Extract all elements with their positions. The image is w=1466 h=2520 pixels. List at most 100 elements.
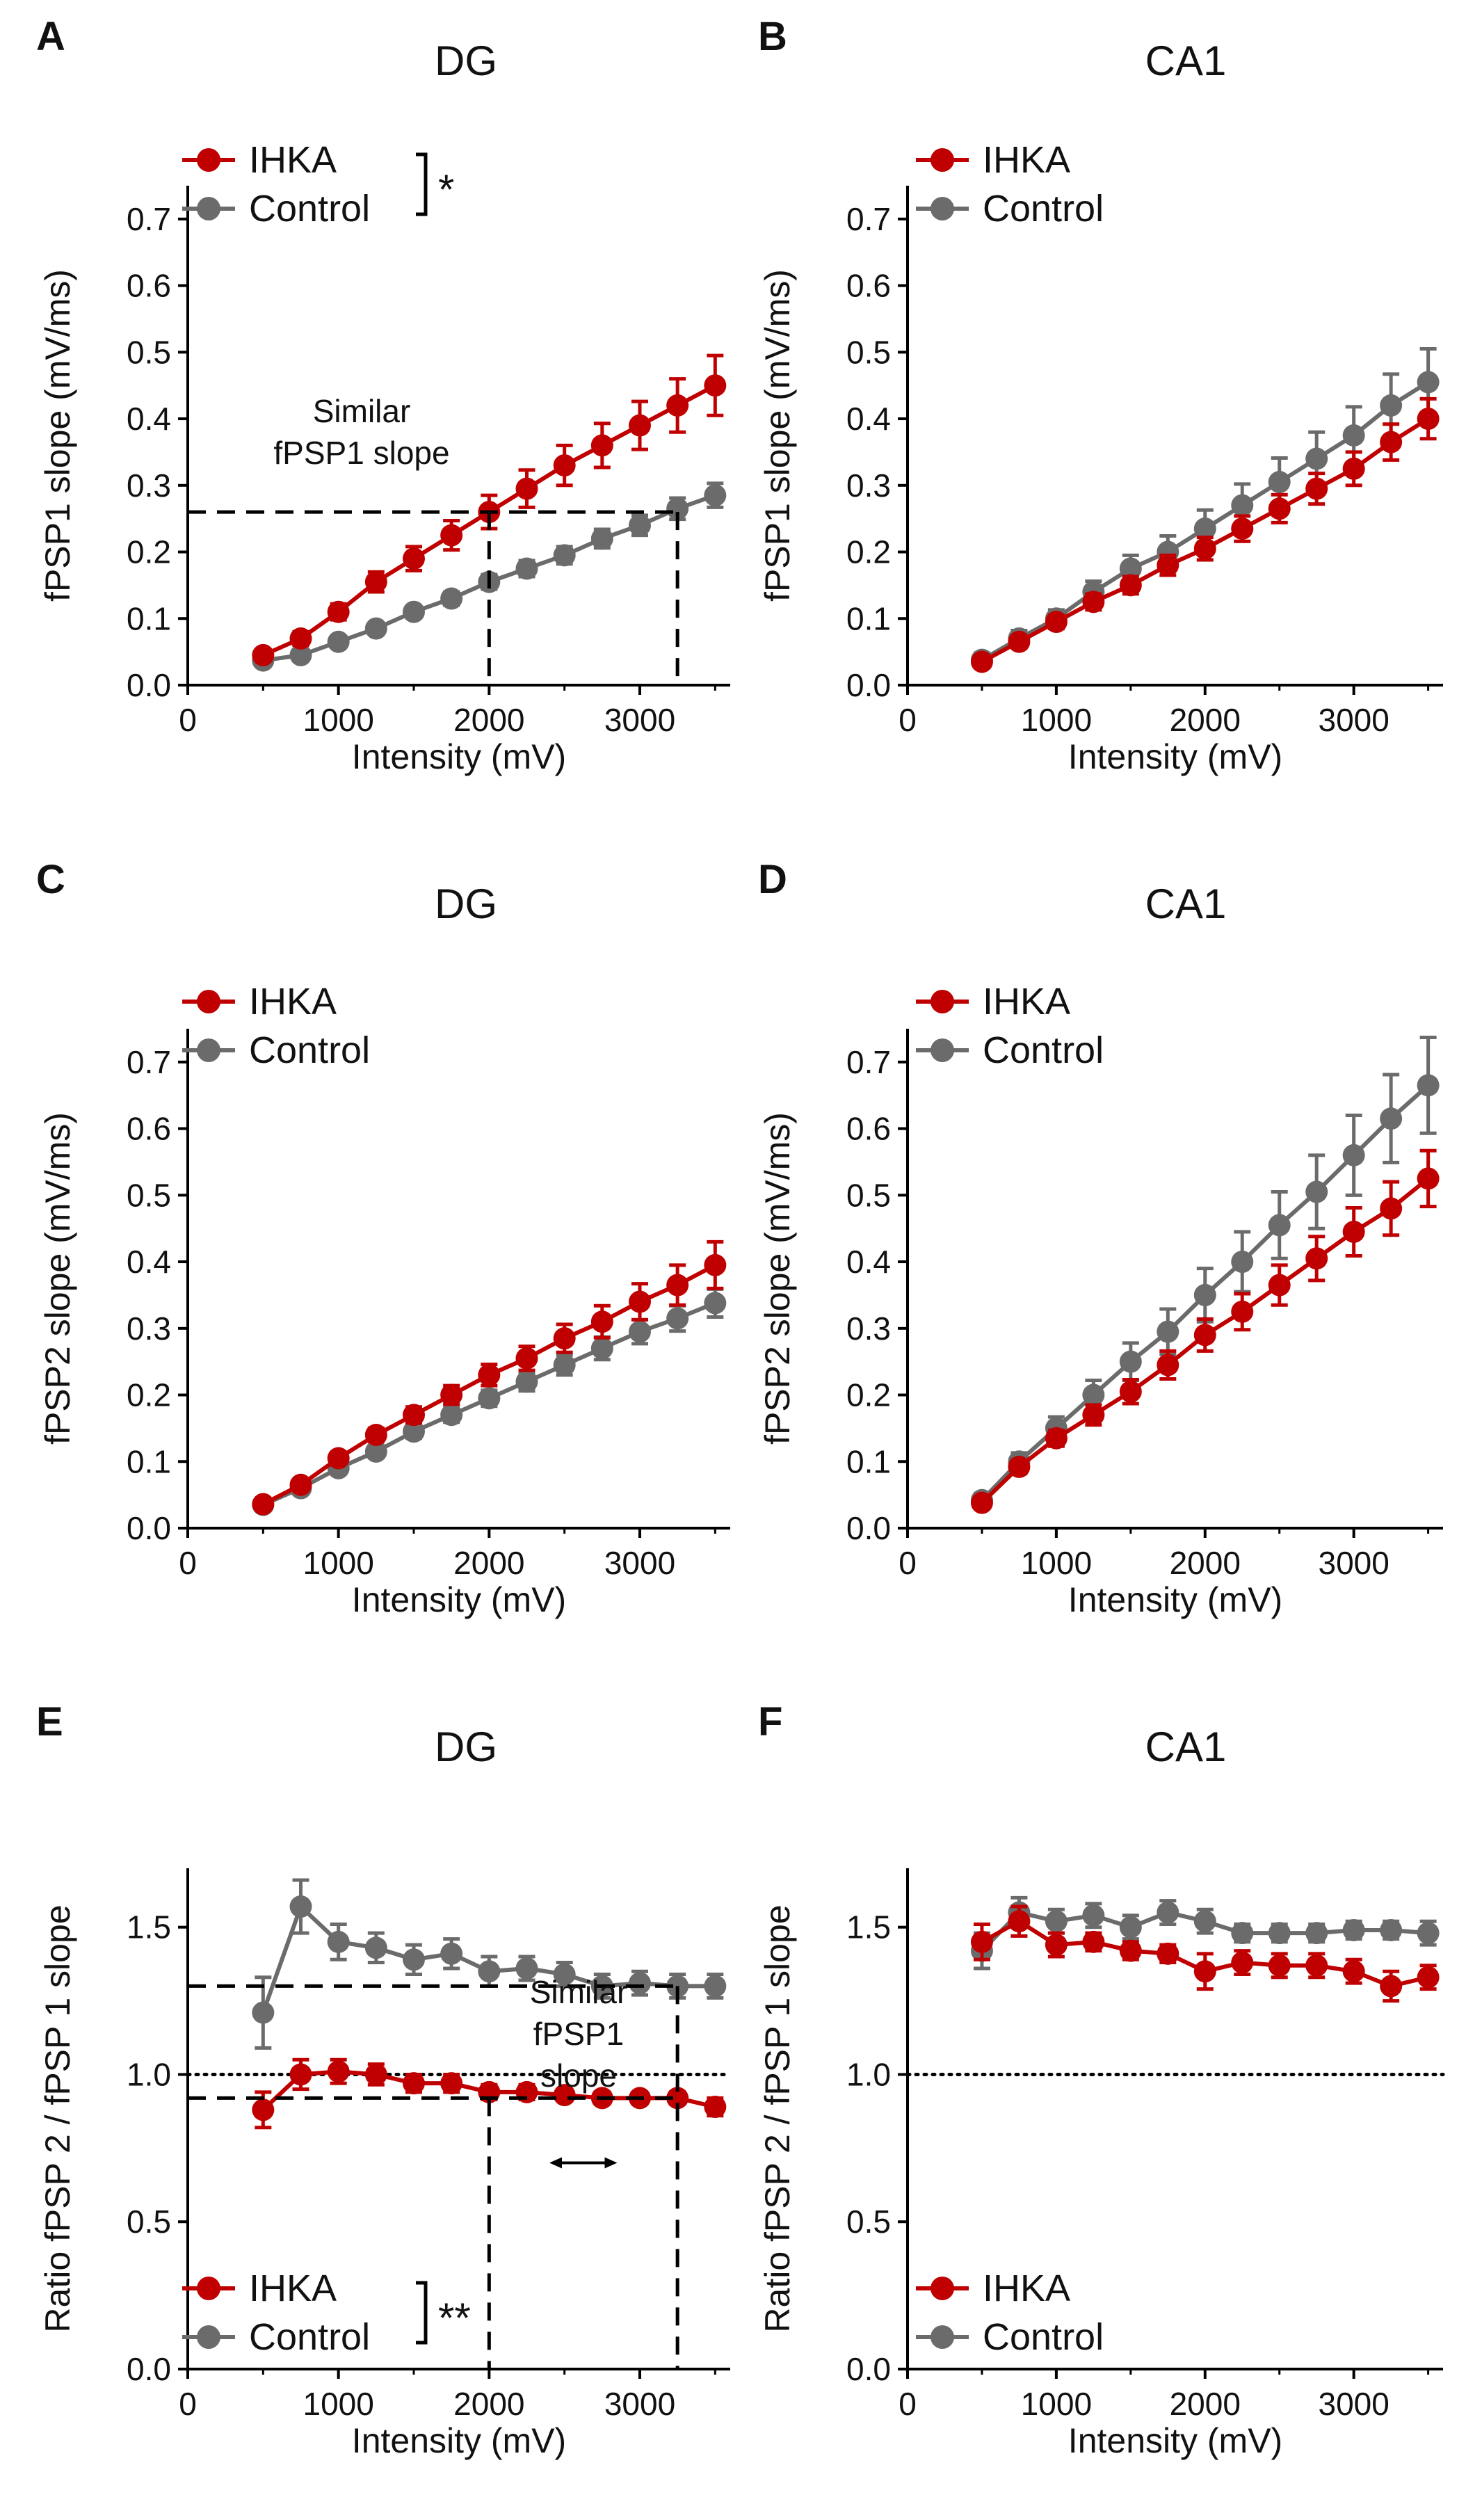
data-point <box>515 557 538 580</box>
data-point <box>666 1274 689 1297</box>
data-point <box>1119 1350 1142 1373</box>
x-tick-label: 2000 <box>453 702 524 738</box>
data-point <box>1268 1922 1291 1945</box>
data-point <box>327 1447 350 1470</box>
y-tick-label: 0.0 <box>127 2351 171 2387</box>
data-point <box>327 1930 350 1953</box>
y-tick-label: 0.2 <box>846 534 891 570</box>
panel-title: CA1 <box>1145 881 1227 927</box>
data-point <box>1342 1960 1365 1983</box>
panel-title: DG <box>435 38 497 84</box>
legend: IHKA Control <box>916 139 1104 230</box>
panel-letter: F <box>758 1699 782 1744</box>
panel-C: C DG 0 1000 2000 3000 0.0 0.1 0.2 0.3 0.4 0.5 0.6 0.7… <box>36 857 730 1619</box>
data-point <box>704 1975 727 1998</box>
legend-marker <box>197 197 220 220</box>
data-point <box>1268 1274 1291 1297</box>
data-point <box>515 1957 538 1980</box>
y-tick-label: 0.4 <box>127 401 171 437</box>
data-point <box>478 1363 501 1386</box>
annotation-text: fPSP1 slope <box>273 435 449 471</box>
data-point <box>1417 408 1440 431</box>
data-point <box>440 2072 463 2095</box>
x-tick-label: 2000 <box>1170 1545 1241 1581</box>
y-axis-label: fPSP1 slope (mV/ms) <box>38 269 77 602</box>
legend-marker <box>197 148 220 172</box>
panel-B: B CA1 0 1000 2000 3000 0.0 0.1 0.2 0.3 0.4 0.5 0.6 0.… <box>758 14 1443 776</box>
x-tick-label: 1000 <box>1021 702 1092 738</box>
data-point <box>1305 1247 1328 1270</box>
data-point <box>364 617 387 640</box>
panel-letter: E <box>36 1699 63 1744</box>
legend: IHKA Control * <box>182 139 454 230</box>
legend-label: IHKA <box>249 981 337 1022</box>
significance-marker: * <box>438 166 454 213</box>
legend-marker <box>931 2325 954 2349</box>
x-axis-label: Intensity (mV) <box>352 737 566 776</box>
data-point <box>1342 424 1365 447</box>
data-point <box>478 1960 501 1983</box>
y-tick-label: 0.3 <box>846 467 891 504</box>
y-tick-label: 0.0 <box>127 667 171 703</box>
data-point <box>704 1292 727 1315</box>
data-point <box>1157 1354 1179 1377</box>
data-point <box>590 1337 613 1360</box>
legend-label: Control <box>983 1029 1104 1071</box>
data-point <box>252 1493 275 1516</box>
x-tick-label: 2000 <box>453 2386 524 2422</box>
data-point <box>1157 1320 1179 1343</box>
data-point <box>364 1440 387 1463</box>
y-tick-label: 0.0 <box>846 2351 891 2387</box>
y-tick-label: 1.0 <box>127 2056 171 2092</box>
data-point <box>970 1930 993 1953</box>
panel-title: DG <box>435 1724 497 1770</box>
data-point <box>1305 1180 1328 1203</box>
x-tick-label: 2000 <box>1170 2386 1241 2422</box>
data-point <box>1045 1934 1068 1957</box>
data-point <box>1380 1197 1403 1220</box>
data-point <box>403 1420 425 1443</box>
data-point <box>629 414 651 437</box>
legend-marker <box>931 1038 954 1062</box>
legend: IHKA Control <box>182 981 370 1071</box>
x-tick-label: 1000 <box>303 2386 373 2422</box>
data-point <box>629 1972 651 1995</box>
data-point <box>666 497 689 520</box>
data-point <box>1231 1951 1254 1974</box>
panel-F: F CA1 0 1000 2000 3000 0.0 0.5 1.0 1.5 Intensity (… <box>758 1699 1445 2460</box>
data-point <box>704 2096 727 2119</box>
y-tick-label: 0.7 <box>127 201 171 237</box>
data-point <box>327 2060 350 2083</box>
data-point <box>327 630 350 653</box>
panel-A: A DG 0 1000 2000 3000 0.0 0.1 0.2 0.3 0.4 0.5 0.6 0.7… <box>36 14 730 776</box>
x-tick-label: 3000 <box>604 1545 675 1581</box>
data-point <box>1417 1074 1440 1097</box>
annotation-text: slope <box>540 2057 617 2094</box>
series-control <box>252 1287 727 1516</box>
x-tick-label: 0 <box>899 2386 917 2422</box>
significance-bracket <box>416 152 428 216</box>
data-point <box>1008 630 1031 653</box>
x-tick-label: 3000 <box>604 702 675 738</box>
series-control <box>252 1878 727 2050</box>
data-point <box>704 1253 727 1276</box>
data-point <box>289 1895 312 1918</box>
legend-marker <box>197 990 220 1013</box>
data-point <box>553 1327 576 1350</box>
y-axis-label: fPSP1 slope (mV/ms) <box>758 269 797 602</box>
data-point <box>478 1387 501 1410</box>
data-point <box>515 1347 538 1370</box>
data-point <box>364 1936 387 1959</box>
y-tick-label: 0.5 <box>846 334 891 370</box>
y-axis-label: Ratio fPSP 2 / fPSP 1 slope <box>758 1904 797 2332</box>
y-tick-label: 0.7 <box>846 1044 891 1080</box>
x-tick-label: 0 <box>179 1545 197 1581</box>
panel-title: CA1 <box>1145 38 1227 84</box>
data-point <box>1417 371 1440 394</box>
panel-E: E DG 0 1000 2000 3000 0.0 0.5 1.0 1.5 Intensity (m… <box>36 1699 732 2460</box>
data-point <box>704 484 727 507</box>
legend-label: IHKA <box>249 2268 337 2309</box>
data-point <box>553 1963 576 1986</box>
data-point <box>1082 1930 1105 1953</box>
y-tick-label: 0.1 <box>127 600 171 636</box>
